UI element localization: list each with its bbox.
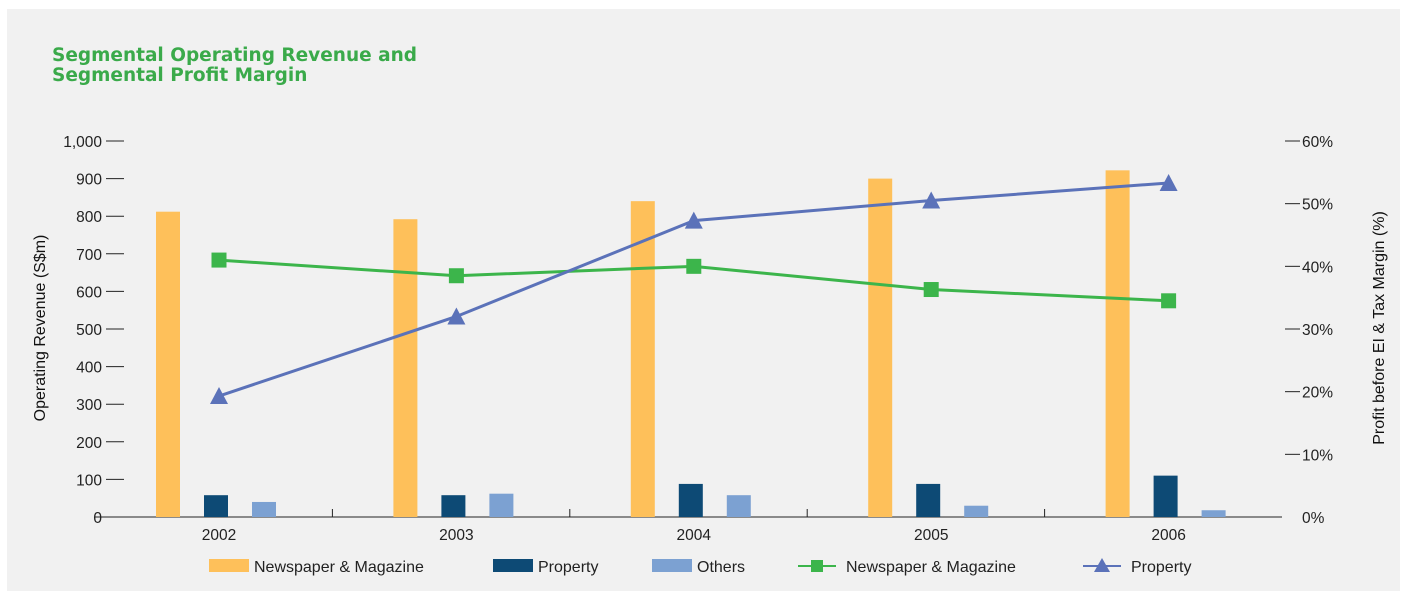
y2-tick-label: 40% <box>1302 259 1333 276</box>
bar-2005-2 <box>964 505 989 517</box>
legend-label-line-1: Property <box>1131 559 1191 576</box>
legend-swatch-bar-0 <box>209 559 249 572</box>
line-point-triangle-2002 <box>210 387 228 405</box>
x-tick-label: 2005 <box>914 527 948 544</box>
y-tick-label: 900 <box>76 172 102 189</box>
bar-2006-2 <box>1201 510 1226 517</box>
y-tick-label: 400 <box>76 360 102 377</box>
y-tick-label: 800 <box>76 209 102 226</box>
y-tick-label: 300 <box>76 397 102 414</box>
bar-2002-1 <box>204 495 228 517</box>
y-tick-label: 1,000 <box>63 134 102 151</box>
line-point-square-2004 <box>686 258 702 274</box>
y2-tick-label: 10% <box>1302 447 1333 464</box>
bar-2005-0 <box>868 178 893 517</box>
bar-2005-1 <box>916 483 941 517</box>
x-tick-label: 2002 <box>202 527 236 544</box>
chart-title-line-1: Segmental Operating Revenue and <box>52 45 418 66</box>
y-axis-title: Operating Revenue (S$m) <box>32 235 49 422</box>
bar-2004-1 <box>678 483 703 517</box>
x-tick-label: 2006 <box>1151 527 1185 544</box>
line-point-triangle-2003 <box>447 307 466 325</box>
y2-tick-label: 0% <box>1302 510 1325 527</box>
y-tick-label: 700 <box>76 247 102 264</box>
y2-axis-title: Profit before EI & Tax Margin (%) <box>1371 211 1388 445</box>
legend-marker-triangle <box>1094 558 1110 572</box>
y-tick-label: 600 <box>76 284 102 301</box>
chart-title-line-2: Segmental Profit Margin <box>52 65 308 86</box>
line-point-square-2003 <box>448 268 464 284</box>
y-tick-label: 100 <box>76 472 102 489</box>
y2-tick-label: 20% <box>1302 385 1333 402</box>
legend-label-bar-1: Property <box>538 559 598 576</box>
bar-2004-2 <box>726 495 751 517</box>
bar-2006-0 <box>1105 170 1130 517</box>
y-tick-label: 500 <box>76 322 102 339</box>
legend-label-bar-2: Others <box>697 559 745 576</box>
bar-2003-2 <box>489 493 514 517</box>
y-tick-label: 0 <box>93 510 102 527</box>
legend-label-bar-0: Newspaper & Magazine <box>254 559 424 576</box>
legend-swatch-bar-1 <box>493 559 533 572</box>
bar-2003-1 <box>441 495 466 517</box>
bar-2002-2 <box>252 501 276 517</box>
y2-tick-label: 60% <box>1302 134 1333 151</box>
y2-tick-label: 50% <box>1302 197 1333 214</box>
line-point-triangle-2005 <box>922 191 941 209</box>
chart-title: Segmental Operating Revenue and Segmenta… <box>52 46 572 86</box>
line-point-square-2005 <box>923 282 939 298</box>
bar-2002-0 <box>156 211 180 518</box>
line-point-square-2002 <box>211 252 227 268</box>
x-tick-label: 2003 <box>439 527 473 544</box>
y-tick-label: 200 <box>76 435 102 452</box>
legend-swatch-bar-2 <box>652 559 692 572</box>
legend-label-line-0: Newspaper & Magazine <box>846 559 1016 576</box>
bar-2004-0 <box>630 201 655 517</box>
y2-tick-label: 30% <box>1302 322 1333 339</box>
bar-2003-0 <box>393 219 418 517</box>
legend-marker-square <box>811 560 823 572</box>
line-point-triangle-2004 <box>684 211 703 229</box>
line-point-triangle-2006 <box>1159 173 1178 191</box>
line-point-square-2006 <box>1161 293 1177 309</box>
x-tick-label: 2004 <box>677 527 712 544</box>
bar-2006-1 <box>1153 475 1178 517</box>
